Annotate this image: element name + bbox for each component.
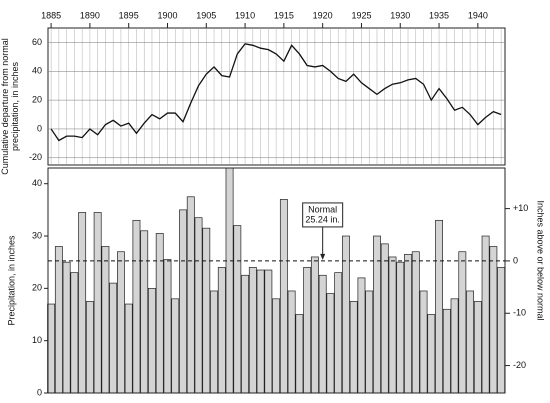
bar	[318, 274, 327, 394]
bar	[303, 267, 312, 394]
y-tick-label: 20	[32, 283, 42, 293]
x-tick-label: 1885	[41, 10, 61, 20]
bar	[272, 298, 281, 394]
bar	[179, 209, 187, 394]
bar	[70, 272, 79, 394]
bar	[194, 217, 203, 394]
bar	[163, 259, 172, 394]
y-axis-label: Precipitation, in inches	[6, 235, 16, 326]
bar	[217, 267, 226, 394]
y-tick-label: 30	[32, 230, 42, 240]
x-tick-label: 1910	[235, 10, 255, 20]
y-tick-label: -20	[29, 152, 42, 162]
bar	[109, 282, 118, 394]
plot-frame	[47, 167, 506, 394]
annotation-text: 25.24 in.	[305, 214, 340, 224]
bar	[117, 251, 125, 394]
bar	[411, 251, 420, 394]
bar	[442, 308, 451, 394]
bar	[435, 219, 443, 394]
bar	[47, 303, 56, 394]
y-tick-label: 10	[32, 335, 42, 345]
bar	[124, 303, 133, 394]
y2-tick-label: -20	[513, 360, 526, 370]
bar	[497, 267, 506, 394]
bar	[85, 301, 94, 394]
bar	[396, 261, 405, 394]
y-tick-label: 0	[37, 123, 42, 133]
bar	[202, 227, 211, 394]
bar	[101, 246, 110, 394]
y-tick-label: 60	[32, 37, 42, 47]
bar	[93, 212, 102, 394]
annotation-text: Normal	[308, 204, 337, 214]
x-tick-label: 1920	[313, 10, 333, 20]
bar	[132, 219, 141, 394]
bar	[171, 298, 180, 394]
bar	[186, 196, 195, 394]
y-tick-label: 40	[32, 66, 42, 76]
bar	[380, 243, 389, 394]
plot-frame	[47, 27, 506, 166]
bar	[155, 233, 164, 394]
bar	[473, 301, 482, 394]
bar	[357, 277, 366, 394]
x-tick-label: 1915	[274, 10, 294, 20]
x-tick-label: 1890	[80, 10, 100, 20]
y-axis-label-line: precipitation, in inches	[10, 61, 20, 151]
y-axis-label-line: Cumulative departure from normal	[0, 38, 10, 175]
y-tick-label: 0	[37, 387, 42, 397]
bar	[450, 298, 459, 394]
bar	[279, 199, 288, 394]
bar	[334, 272, 343, 394]
x-tick-label: 1905	[196, 10, 216, 20]
y-tick-label: 40	[32, 178, 42, 188]
bar	[466, 290, 475, 394]
bar	[365, 290, 374, 394]
x-tick-label: 1925	[351, 10, 371, 20]
x-tick-label: 1930	[390, 10, 410, 20]
y2-axis-label: Inches above or below normal	[536, 200, 546, 320]
bar	[140, 230, 149, 394]
y2-tick-label: 0	[513, 255, 518, 265]
y-axis-label: Cumulative departure from normalprecipit…	[0, 38, 20, 175]
bar	[54, 246, 63, 394]
y-tick-label: 20	[32, 94, 42, 104]
bar	[148, 287, 156, 394]
bar	[287, 290, 296, 394]
bar	[210, 290, 218, 394]
bar	[62, 261, 71, 394]
bar	[225, 167, 234, 394]
bar	[481, 235, 490, 394]
annotation-arrowhead	[320, 253, 326, 260]
x-tick-label: 1900	[157, 10, 177, 20]
bar	[78, 212, 87, 394]
x-tick-label: 1940	[468, 10, 488, 20]
bar	[326, 293, 335, 394]
bar	[241, 274, 249, 394]
bar	[404, 253, 412, 394]
bar	[427, 314, 436, 394]
x-tick-label: 1935	[429, 10, 449, 20]
cumulative-line	[50, 43, 502, 142]
bar	[256, 269, 265, 394]
bar	[419, 290, 428, 394]
bar	[458, 251, 467, 394]
bar	[264, 269, 273, 394]
bar	[310, 256, 319, 394]
bar	[373, 235, 381, 394]
bar	[388, 256, 397, 394]
bar	[295, 314, 304, 394]
bar	[349, 301, 358, 394]
y2-tick-label: -10	[513, 308, 526, 318]
bar	[489, 246, 498, 394]
bar	[248, 267, 257, 394]
y2-tick-label: +10	[513, 203, 528, 213]
x-tick-label: 1895	[119, 10, 139, 20]
bar	[342, 235, 350, 394]
bar	[233, 225, 242, 394]
